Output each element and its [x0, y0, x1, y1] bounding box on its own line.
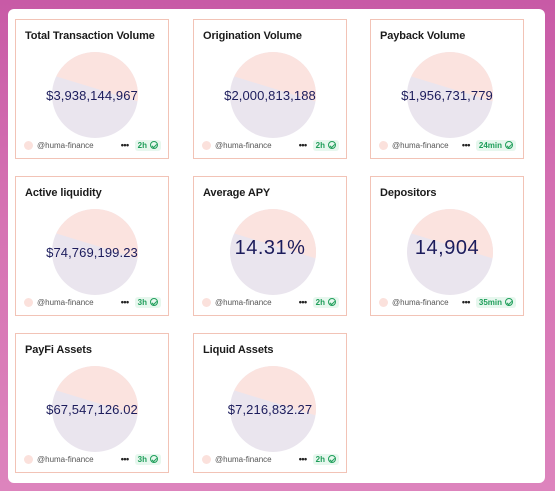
metric-circle — [52, 209, 138, 295]
more-dots-icon[interactable]: ••• — [120, 140, 129, 150]
card-title: PayFi Assets — [25, 344, 92, 356]
metric-value: 14,904 — [414, 237, 480, 259]
freshness-text: 2h — [137, 140, 147, 150]
metric-card-active-liquidity[interactable]: Active liquidity $74,769,199.23 @huma-fi… — [15, 176, 169, 316]
freshness-text: 24min — [478, 140, 502, 150]
metric-value: $67,547,126.02 — [46, 402, 138, 417]
freshness-text: 2h — [315, 297, 325, 307]
metric-value: 14.31% — [234, 237, 306, 259]
card-footer: @huma-finance ••• 2h — [202, 295, 339, 309]
more-dots-icon[interactable]: ••• — [298, 140, 307, 150]
more-dots-icon[interactable]: ••• — [120, 297, 129, 307]
freshness-text: 2h — [315, 140, 325, 150]
card-footer: @huma-finance ••• 35min — [379, 295, 516, 309]
card-title: Average APY — [203, 187, 271, 199]
freshness-text: 3h — [137, 454, 147, 464]
avatar-icon — [202, 297, 211, 307]
avatar-icon — [202, 454, 211, 464]
card-footer: @huma-finance ••• 24min — [379, 138, 516, 152]
metric-value: $7,216,832.27 — [227, 402, 313, 417]
check-circle-icon — [328, 298, 336, 306]
card-title: Depositors — [380, 187, 437, 199]
freshness-badge: 2h — [312, 453, 339, 465]
metric-circle — [52, 366, 138, 452]
card-footer: @huma-finance ••• 3h — [24, 295, 161, 309]
freshness-text: 3h — [137, 297, 147, 307]
metric-card-origination-volume[interactable]: Origination Volume $2,000,813,188 @huma-… — [193, 19, 347, 159]
dashboard-panel: Total Transaction Volume $3,938,144,967 … — [8, 9, 545, 483]
metric-card-liquid-assets[interactable]: Liquid Assets $7,216,832.27 @huma-financ… — [193, 333, 347, 473]
more-dots-icon[interactable]: ••• — [120, 454, 129, 464]
check-circle-icon — [328, 141, 336, 149]
metric-card-depositors[interactable]: Depositors 14,904 @huma-finance ••• 35mi… — [370, 176, 524, 316]
metric-value: $3,938,144,967 — [46, 88, 138, 103]
more-dots-icon[interactable]: ••• — [461, 297, 470, 307]
metric-value: $2,000,813,188 — [224, 88, 316, 103]
metric-circle — [230, 366, 316, 452]
metric-circle — [52, 52, 138, 138]
check-circle-icon — [150, 298, 158, 306]
more-dots-icon[interactable]: ••• — [298, 297, 307, 307]
more-dots-icon[interactable]: ••• — [298, 454, 307, 464]
card-title: Active liquidity — [25, 187, 102, 199]
card-footer: @huma-finance ••• 2h — [202, 452, 339, 466]
author-handle[interactable]: @huma-finance — [37, 297, 94, 307]
avatar-icon — [24, 454, 33, 464]
author-handle[interactable]: @huma-finance — [215, 140, 272, 150]
card-footer: @huma-finance ••• 3h — [24, 452, 161, 466]
more-dots-icon[interactable]: ••• — [461, 140, 470, 150]
metric-circle — [230, 52, 316, 138]
card-footer: @huma-finance ••• 2h — [202, 138, 339, 152]
freshness-badge: 35min — [475, 296, 516, 308]
metric-card-average-apy[interactable]: Average APY 14.31% @huma-finance ••• 2h — [193, 176, 347, 316]
avatar-icon — [379, 297, 388, 307]
check-circle-icon — [505, 141, 513, 149]
metric-value: $74,769,199.23 — [46, 245, 138, 260]
metric-card-payfi-assets[interactable]: PayFi Assets $67,547,126.02 @huma-financ… — [15, 333, 169, 473]
freshness-badge: 2h — [312, 296, 339, 308]
freshness-badge: 3h — [134, 453, 161, 465]
card-title: Payback Volume — [380, 30, 466, 42]
author-handle[interactable]: @huma-finance — [215, 297, 272, 307]
freshness-badge: 24min — [475, 139, 516, 151]
freshness-badge: 2h — [312, 139, 339, 151]
metric-circle — [230, 209, 316, 295]
check-circle-icon — [150, 455, 158, 463]
author-handle[interactable]: @huma-finance — [215, 454, 272, 464]
card-title: Liquid Assets — [203, 344, 274, 356]
avatar-icon — [202, 140, 211, 150]
metric-circle — [407, 209, 493, 295]
metric-circle — [407, 52, 493, 138]
card-title: Origination Volume — [203, 30, 302, 42]
author-handle[interactable]: @huma-finance — [392, 140, 449, 150]
freshness-text: 35min — [478, 297, 502, 307]
freshness-text: 2h — [315, 454, 325, 464]
check-circle-icon — [328, 455, 336, 463]
card-footer: @huma-finance ••• 2h — [24, 138, 161, 152]
check-circle-icon — [505, 298, 513, 306]
metric-card-total-transaction-volume[interactable]: Total Transaction Volume $3,938,144,967 … — [15, 19, 169, 159]
avatar-icon — [379, 140, 388, 150]
avatar-icon — [24, 140, 33, 150]
avatar-icon — [24, 297, 33, 307]
metric-card-payback-volume[interactable]: Payback Volume $1,956,731,779 @huma-fina… — [370, 19, 524, 159]
card-title: Total Transaction Volume — [25, 30, 155, 42]
freshness-badge: 3h — [134, 296, 161, 308]
author-handle[interactable]: @huma-finance — [37, 140, 94, 150]
author-handle[interactable]: @huma-finance — [37, 454, 94, 464]
freshness-badge: 2h — [134, 139, 161, 151]
check-circle-icon — [150, 141, 158, 149]
metric-value: $1,956,731,779 — [401, 88, 493, 103]
author-handle[interactable]: @huma-finance — [392, 297, 449, 307]
